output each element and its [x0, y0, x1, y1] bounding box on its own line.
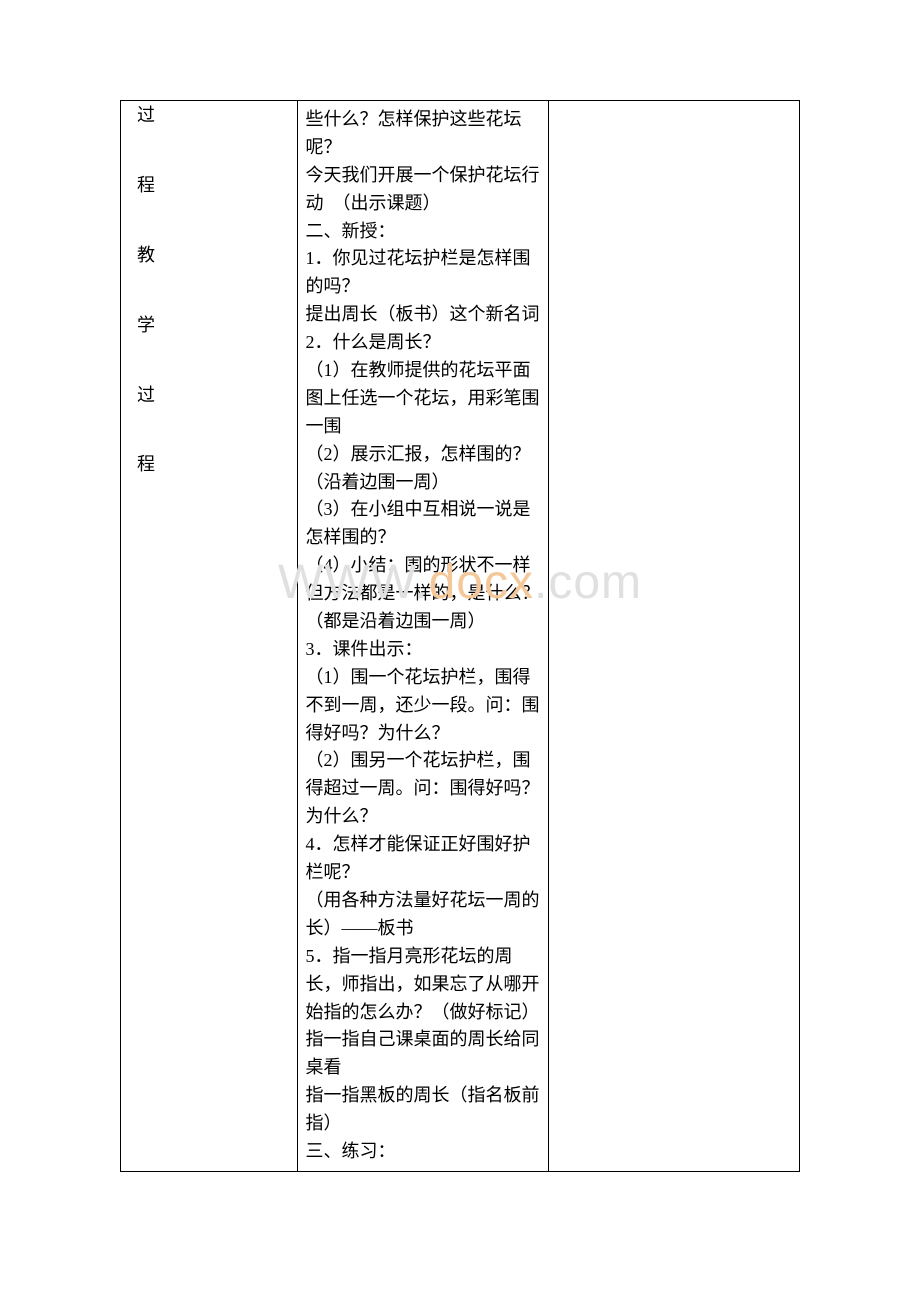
- vertical-char: 程: [137, 451, 155, 479]
- content-line: 三、练习：: [306, 1138, 540, 1166]
- content-line: 二、新授：: [306, 218, 540, 246]
- content-line: （3）在小组中互相说一说是怎样围的？: [306, 496, 540, 552]
- content-line: 5．指一指月亮形花坛的周长，师指出，如果忘了从哪开始指的怎么办？（做好标记）: [306, 943, 540, 1027]
- content-line: 指一指黑板的周长（指名板前指）: [306, 1082, 540, 1138]
- content-line: （2）围另一个花坛护栏，围得超过一周。问：围得好吗？为什么？: [306, 747, 540, 831]
- content-line: 4．怎样才能保证正好围好护栏呢？: [306, 831, 540, 887]
- content-line: 2．什么是周长？: [306, 329, 540, 357]
- vertical-char: 教: [137, 242, 155, 270]
- right-column-cell: [548, 101, 799, 1172]
- content-line: 些什么？怎样保护这些花坛呢？: [306, 106, 540, 162]
- lesson-plan-table: 过 程 教 学 过 程 些什么？怎样保护这些花坛呢？ 今天我们开展一个保护花坛行…: [120, 100, 800, 1172]
- vertical-char: 过: [137, 102, 155, 130]
- left-column-cell: 过 程 教 学 过 程: [121, 101, 298, 1172]
- vertical-char: 过: [137, 382, 155, 410]
- content-line: （1）围一个花坛护栏，围得不到一周，还少一段。问：围得好吗？为什么？: [306, 664, 540, 748]
- table-row: 过 程 教 学 过 程 些什么？怎样保护这些花坛呢？ 今天我们开展一个保护花坛行…: [121, 101, 800, 1172]
- vertical-char: 学: [137, 312, 155, 340]
- content-line: 1．你见过花坛护栏是怎样围的吗？: [306, 245, 540, 301]
- vertical-label: 过 程 教 学 过 程: [129, 106, 289, 521]
- content-line: 3．课件出示：: [306, 636, 540, 664]
- content-line: （用各种方法量好花坛一周的长）——板书: [306, 887, 540, 943]
- content-line: 指一指自己课桌面的周长给同桌看: [306, 1026, 540, 1082]
- vertical-char: 程: [137, 172, 155, 200]
- content-line: （4）小结：围的形状不一样但方法都是一样的，是什么？（都是沿着边围一周）: [306, 552, 540, 636]
- content-line: 提出周长（板书）这个新名词: [306, 301, 540, 329]
- page-container: 过 程 教 学 过 程 些什么？怎样保护这些花坛呢？ 今天我们开展一个保护花坛行…: [0, 0, 920, 1292]
- content-line: 今天我们开展一个保护花坛行动 （出示课题）: [306, 162, 540, 218]
- middle-column-cell: 些什么？怎样保护这些花坛呢？ 今天我们开展一个保护花坛行动 （出示课题） 二、新…: [297, 101, 548, 1172]
- content-line: （1）在教师提供的花坛平面图上任选一个花坛，用彩笔围一围: [306, 357, 540, 441]
- content-line: （2）展示汇报，怎样围的？（沿着边围一周）: [306, 441, 540, 497]
